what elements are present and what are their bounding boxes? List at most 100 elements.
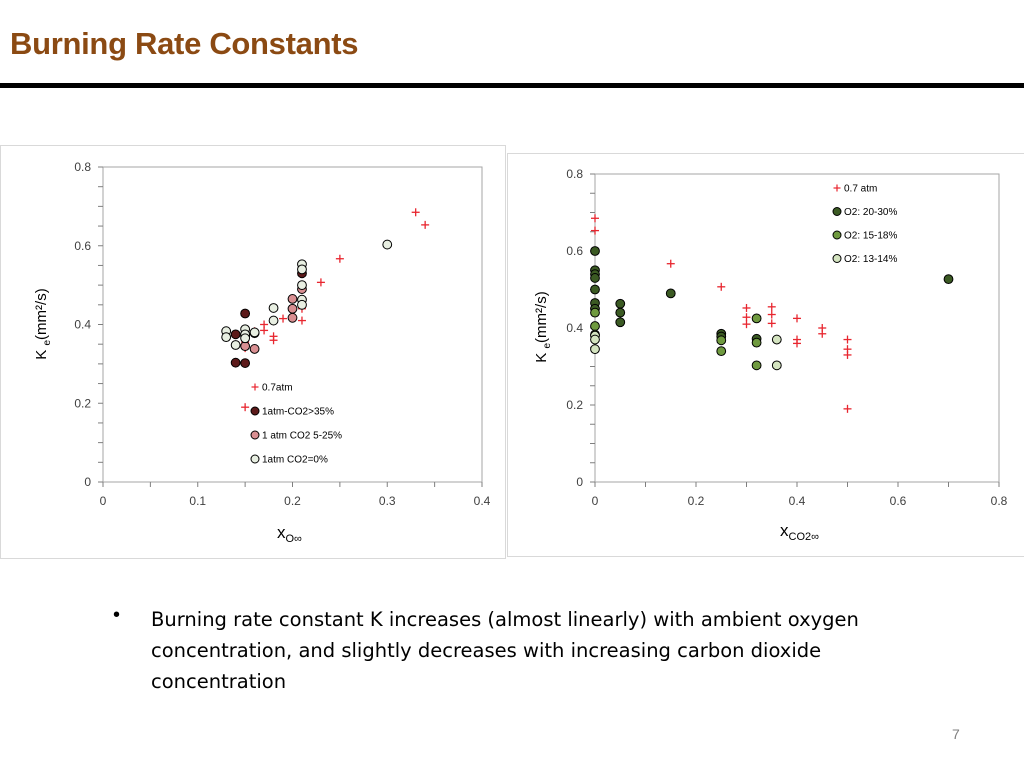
chart2-point-0-7-atm bbox=[591, 226, 599, 235]
chart1-point-0-7atm bbox=[269, 336, 278, 345]
chart1-point-1atm-co2-35 bbox=[230, 357, 241, 368]
chart2-point-o2-13-14 bbox=[590, 344, 600, 355]
chart1-point-0-7atm bbox=[335, 254, 344, 263]
chart2-point-o2-13-14 bbox=[590, 334, 600, 345]
chart2-x-tick-label: 0.6 bbox=[890, 494, 907, 508]
chart2-point-0-7-atm bbox=[742, 303, 751, 312]
chart2-point-0-7-atm bbox=[843, 350, 852, 359]
chart1-legend-marker-1-atm-co2-5-25 bbox=[250, 430, 260, 440]
chart2-point-o2-20-30 bbox=[590, 273, 600, 283]
chart1-point-0-7atm bbox=[411, 208, 420, 217]
chart2-point-o2-20-30 bbox=[943, 274, 954, 285]
chart1-legend-label-0-7atm: 0.7atm bbox=[262, 383, 293, 394]
chart1-legend-marker-1atm-co2-35 bbox=[250, 406, 260, 416]
bullet-marker: • bbox=[113, 604, 121, 626]
chart1-point-1atm-co2-35 bbox=[240, 308, 251, 319]
chart2-plot-area bbox=[594, 173, 1000, 483]
chart2-legend-label-o2-15-18: O2: 15-18% bbox=[844, 231, 897, 242]
chart1-point-0-7atm bbox=[241, 403, 250, 412]
chart-k-vs-co2: 0 0.2 0.4 0.6 0.8 0 0.2 0.4 0.6 0.8 xCO2∞ K e(mm²/s… bbox=[507, 153, 1024, 557]
chart1-point-1atm-co2-0 bbox=[297, 280, 307, 291]
chart2-legend-label-o2-13-14: O2: 13-14% bbox=[844, 254, 897, 265]
chart2-x-axis-label: xCO2∞ bbox=[780, 521, 819, 543]
chart1-point-0-7atm bbox=[260, 326, 269, 335]
chart1-x-tick-label: 0.4 bbox=[474, 494, 491, 508]
chart2-point-0-7-atm bbox=[666, 259, 675, 268]
chart2-legend-marker-o2-13-14 bbox=[832, 254, 842, 263]
chart2-y-tick-label: 0.8 bbox=[566, 167, 583, 181]
chart2-x-tick-label: 0.2 bbox=[688, 494, 705, 508]
chart1-point-1atm-co2-0 bbox=[268, 315, 279, 326]
chart1-point-1atm-co2-0 bbox=[268, 303, 279, 313]
chart1-point-1atm-co2-35 bbox=[240, 358, 251, 368]
chart1-x-tick-label: 0 bbox=[100, 494, 107, 508]
chart2-point-o2-20-30 bbox=[615, 317, 626, 328]
chart2-y-tick-label: 0.2 bbox=[566, 398, 583, 412]
bullet-text: Burning rate constant K increases (almos… bbox=[151, 608, 859, 693]
chart2-series-0-7-atm bbox=[591, 214, 852, 413]
chart2-legend-label-0-7-atm: 0.7 atm bbox=[844, 184, 877, 195]
chart2-point-0-7-atm bbox=[742, 320, 751, 329]
chart2-point-o2-20-30 bbox=[665, 288, 676, 299]
chart1-point-1-atm-co2-5-25 bbox=[249, 344, 260, 354]
chart1-y-tick-label: 0.4 bbox=[74, 318, 91, 332]
chart1-point-0-7atm bbox=[297, 316, 306, 325]
chart2-y-tick-label: 0 bbox=[576, 475, 583, 489]
chart1-point-1atm-co2-0 bbox=[382, 239, 393, 250]
chart2-point-o2-15-18 bbox=[716, 335, 727, 346]
chart-k-vs-co2-plot: 0 0.2 0.4 0.6 0.8 0 0.2 0.4 0.6 0.8 xCO2∞ K e(mm²/s… bbox=[533, 167, 1008, 543]
chart2-x-tick-label: 0 bbox=[592, 494, 599, 508]
chart1-y-tick-label: 0.2 bbox=[74, 396, 91, 410]
chart2-point-o2-15-18 bbox=[751, 337, 762, 348]
chart2-point-0-7-atm bbox=[843, 335, 852, 344]
chart-k-vs-oxygen-plot: 0 0.1 0.2 0.3 0.4 0 0.2 0.4 0.6 0.8 xO∞ K e(mm²/s) 0… bbox=[33, 160, 491, 545]
chart2-y-tick-label: 0.6 bbox=[566, 244, 583, 258]
chart2-y-tick-label: 0.4 bbox=[566, 321, 583, 335]
chart1-y-tick-label: 0.6 bbox=[74, 239, 91, 253]
chart2-point-o2-15-18 bbox=[590, 321, 600, 331]
chart1-point-1-atm-co2-5-25 bbox=[287, 294, 298, 304]
chart1-legend-label-1atm-co2-0: 1atm CO2=0% bbox=[262, 455, 328, 466]
chart1-x-tick-label: 0.2 bbox=[284, 494, 301, 508]
chart1-y-tick-label: 0.8 bbox=[74, 160, 91, 174]
chart2-point-o2-20-30 bbox=[615, 298, 626, 309]
chart2-point-o2-15-18 bbox=[751, 360, 762, 371]
chart2-legend-label-o2-20-30: O2: 20-30% bbox=[844, 207, 897, 218]
chart1-x-tick-label: 0.3 bbox=[379, 494, 396, 508]
chart2-point-0-7-atm bbox=[742, 313, 751, 322]
chart1-legend-label-1-atm-co2-5-25: 1 atm CO2 5-25% bbox=[262, 431, 342, 442]
chart1-y-axis-label: K e(mm²/s) bbox=[33, 288, 53, 359]
chart2-point-o2-15-18 bbox=[751, 313, 762, 324]
chart1-point-1atm-co2-0 bbox=[249, 327, 260, 338]
chart1-series-1atm-co2-0 bbox=[221, 239, 393, 350]
chart1-legend-label-1atm-co2-35: 1atm-CO2>35% bbox=[262, 407, 334, 418]
chart1-point-1-atm-co2-5-25 bbox=[287, 312, 298, 323]
chart1-point-1atm-co2-0 bbox=[240, 333, 251, 344]
chart1-point-0-7atm bbox=[421, 220, 430, 229]
chart2-point-o2-15-18 bbox=[716, 346, 727, 357]
chart1-x-axis-label: xO∞ bbox=[277, 523, 302, 545]
chart2-point-o2-15-18 bbox=[590, 307, 600, 318]
chart1-point-1atm-co2-0 bbox=[297, 299, 307, 310]
chart1-legend-marker-1atm-co2-0 bbox=[250, 454, 260, 464]
chart2-series-o2-13-14 bbox=[590, 330, 782, 371]
chart2-legend-marker-o2-15-18 bbox=[832, 230, 842, 240]
chart2-legend-marker-0-7-atm bbox=[833, 184, 841, 192]
chart2-point-0-7-atm bbox=[767, 302, 776, 311]
chart2-point-0-7-atm bbox=[767, 319, 776, 328]
chart2-point-0-7-atm bbox=[717, 282, 726, 291]
chart2-point-o2-13-14 bbox=[771, 360, 782, 371]
chart1-y-tick-label: 0 bbox=[84, 475, 91, 489]
chart2-point-0-7-atm bbox=[793, 339, 801, 348]
chart1-point-1atm-co2-35 bbox=[230, 329, 241, 340]
chart2-point-0-7-atm bbox=[767, 310, 776, 319]
chart2-x-tick-label: 0.8 bbox=[991, 494, 1008, 508]
chart2-point-0-7-atm bbox=[793, 314, 801, 323]
chart1-point-1atm-co2-0 bbox=[221, 332, 232, 343]
chart1-point-1atm-co2-0 bbox=[297, 264, 307, 275]
chart2-point-o2-13-14 bbox=[771, 334, 782, 345]
chart1-point-1-atm-co2-5-25 bbox=[287, 303, 298, 314]
chart-k-vs-oxygen: 0 0.1 0.2 0.3 0.4 0 0.2 0.4 0.6 0.8 xO∞ K e(mm²/s) 0… bbox=[0, 145, 506, 559]
chart2-x-tick-label: 0.4 bbox=[789, 494, 806, 508]
chart2-point-0-7-atm bbox=[591, 214, 599, 223]
